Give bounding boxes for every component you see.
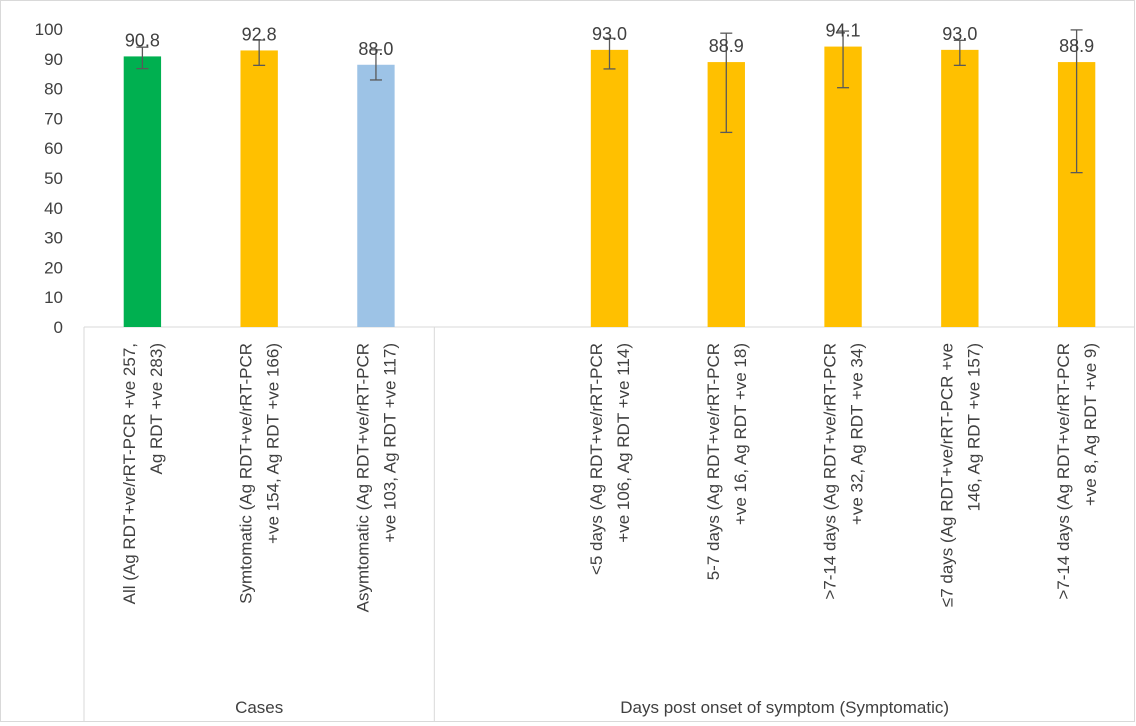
- bar: [240, 50, 278, 328]
- y-tick-label: 70: [44, 109, 63, 128]
- y-tick-label: 30: [44, 229, 63, 248]
- data-label: 93.0: [942, 24, 977, 44]
- category-label-line: Symtomatic (Ag RDT+ve/rRT-PCR: [237, 343, 256, 604]
- data-label: 94.1: [826, 21, 861, 41]
- group-label: Cases: [235, 698, 283, 717]
- data-label: 88.9: [1059, 36, 1094, 56]
- category-label: >7-14 days (Ag RDT+ve/rRT-PCR +ve 8, Ag R…: [1054, 343, 1100, 600]
- bar: [590, 49, 629, 328]
- data-label: 90.8: [125, 30, 160, 50]
- category-label-line: 146, Ag RDT +ve 157): [964, 343, 983, 511]
- y-tick-label: 0: [54, 318, 63, 337]
- category-label: >7-14 days (Ag RDT+ve/rRT-PCR +ve 32, Ag …: [821, 343, 867, 600]
- bar: [123, 56, 162, 327]
- y-tick-label: 60: [44, 139, 63, 158]
- bar: [941, 49, 979, 328]
- category-labels: Cases Days post onset of symptom (Symptom…: [120, 343, 1100, 717]
- bar: [824, 46, 862, 327]
- category-label-line: >7-14 days (Ag RDT+ve/rRT-PCR: [821, 343, 840, 600]
- data-label: 93.0: [592, 24, 627, 44]
- category-label-line: +ve 8, Ag RDT +ve 9): [1081, 343, 1100, 506]
- category-label-line: 5-7 days (Ag RDT+ve/rRT-PCR: [704, 343, 723, 580]
- category-label: 5-7 days (Ag RDT+ve/rRT-PCR +ve 16, Ag RD…: [704, 343, 750, 580]
- category-label-line: +ve 106, Ag RDT +ve 114): [614, 343, 633, 543]
- category-label-line: +ve 16, Ag RDT +ve 18): [731, 343, 750, 525]
- category-label-line: ≤7 days (Ag RDT+ve/rRT-PCR +ve: [937, 343, 956, 607]
- category-label-line: +ve 154, Ag RDT +ve 166): [264, 343, 283, 544]
- y-tick-label: 10: [44, 288, 63, 307]
- category-label-line: Asymtomatic (Ag RDT+ve/rRT-PCR: [353, 343, 372, 612]
- category-label: Symtomatic (Ag RDT+ve/rRT-PCR +ve 154, Ag…: [237, 343, 283, 604]
- category-label-line: Ag RDT +ve 283): [147, 343, 166, 475]
- bar: [357, 64, 395, 327]
- y-tick-label: 40: [44, 199, 63, 218]
- data-label: 88.0: [358, 39, 393, 59]
- group-label: Days post onset of symptom (Symptomatic): [620, 698, 949, 717]
- category-label-line: +ve 32, Ag RDT +ve 34): [848, 343, 867, 525]
- y-tick-label: 90: [44, 50, 63, 69]
- category-label-line: +ve 103, Ag RDT +ve 117): [380, 343, 399, 543]
- category-label-line: All (Ag RDT+ve/rRT-PCR +ve 257,: [120, 343, 139, 604]
- category-label: <5 days (Ag RDT+ve/rRT-PCR +ve 106, Ag RD…: [587, 343, 633, 575]
- y-tick-label: 50: [44, 169, 63, 188]
- category-label: ≤7 days (Ag RDT+ve/rRT-PCR +ve 146, Ag RD…: [937, 343, 983, 607]
- category-label-line: <5 days (Ag RDT+ve/rRT-PCR: [587, 343, 606, 575]
- category-label-line: >7-14 days (Ag RDT+ve/rRT-PCR: [1054, 343, 1073, 600]
- y-tick-label: 100: [35, 20, 63, 39]
- data-label: 92.8: [242, 24, 277, 44]
- data-label: 88.9: [709, 36, 744, 56]
- bars: 90.8 92.8 88.0 93.0 88.9 94.1 93.0 88.9: [123, 21, 1096, 328]
- y-tick-label: 20: [44, 258, 63, 277]
- category-label: Asymtomatic (Ag RDT+ve/rRT-PCR +ve 103, A…: [353, 343, 399, 612]
- category-label: All (Ag RDT+ve/rRT-PCR +ve 257, Ag RDT +v…: [120, 343, 166, 604]
- y-tick-label: 80: [44, 80, 63, 99]
